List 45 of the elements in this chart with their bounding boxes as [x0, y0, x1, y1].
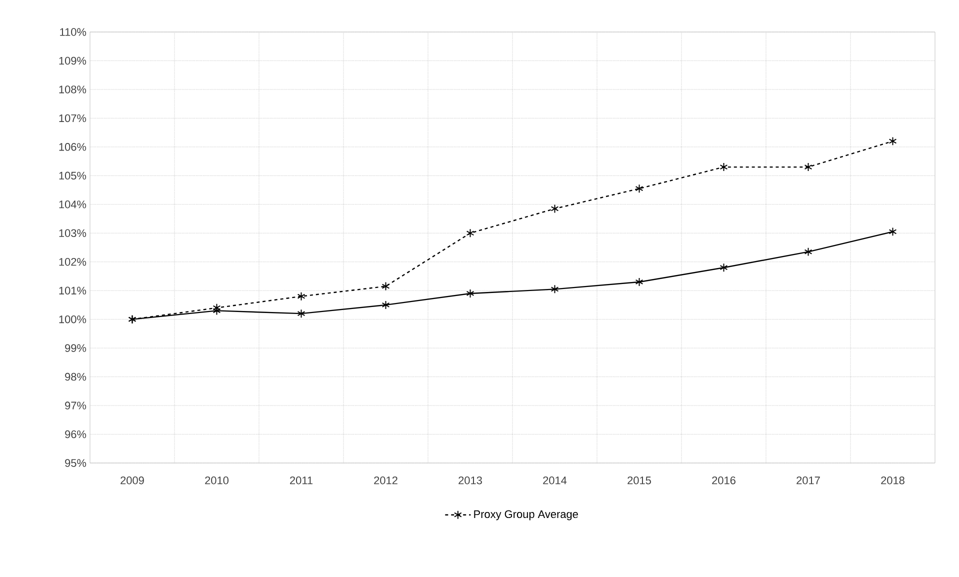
point: [635, 184, 644, 194]
y-tick-label: 102%: [59, 258, 86, 266]
y-tick-label: 95%: [65, 459, 86, 467]
x-tick-label: 2018: [881, 476, 904, 484]
y-tick-label: 99%: [65, 344, 86, 352]
x-tick-label: 2015: [628, 476, 651, 484]
y-tick-label: 98%: [65, 372, 86, 381]
y-tick-label: 109%: [59, 56, 86, 65]
y-tick-label: 106%: [59, 143, 86, 151]
point: [635, 277, 644, 286]
point: [297, 309, 306, 318]
x-tick-label: 2016: [712, 476, 736, 484]
point: [720, 162, 728, 172]
legend-label: Proxy Group Average: [474, 510, 578, 520]
y-tick-label: 101%: [59, 286, 86, 294]
point: [888, 227, 897, 236]
point: [720, 263, 728, 272]
x-tick-label: 2012: [374, 476, 398, 484]
y-tick-label: 104%: [59, 200, 86, 208]
y-tick-label: 96%: [65, 430, 86, 438]
point: [804, 247, 812, 256]
point: [212, 303, 221, 312]
point: [466, 288, 474, 298]
point: [550, 284, 559, 294]
x-tick-label: 2010: [205, 476, 228, 484]
y-tick-label: 107%: [59, 114, 86, 122]
y-tick-label: 103%: [59, 229, 86, 238]
x-tick-label: 2014: [543, 476, 567, 484]
point: [888, 136, 897, 146]
y-tick-label: 108%: [59, 86, 86, 94]
point: [466, 228, 474, 238]
y-tick-label: 105%: [59, 172, 86, 180]
y-tick-label: 97%: [65, 402, 86, 410]
point: [297, 292, 306, 301]
y-tick-label: 110%: [60, 28, 86, 36]
x-tick-label: 2011: [290, 476, 312, 484]
x-tick-label: 2009: [120, 476, 144, 484]
x-tick-label: 2017: [796, 476, 820, 484]
point: [550, 204, 559, 214]
point: [804, 162, 812, 172]
y-tick-label: 100%: [59, 315, 86, 324]
point: [382, 300, 390, 310]
point: [382, 282, 390, 291]
x-tick-label: 2013: [458, 476, 482, 484]
point: [212, 306, 221, 316]
